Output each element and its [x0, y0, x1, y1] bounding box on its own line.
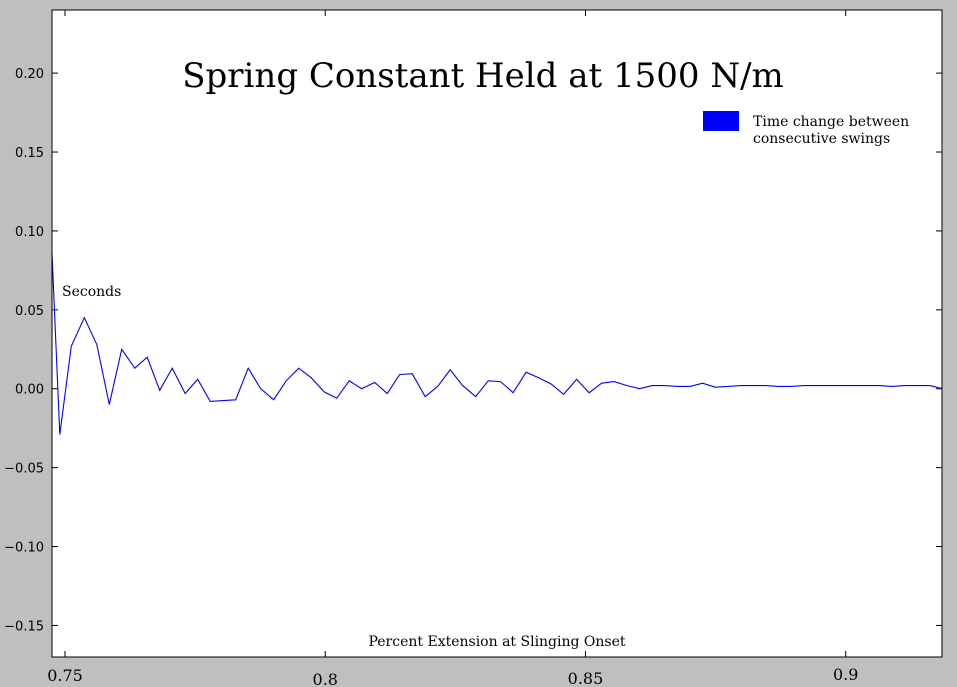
legend-swatch [703, 111, 739, 131]
series-line [52, 252, 942, 435]
y-tick-label: −0.10 [4, 541, 44, 556]
tick-marks [52, 10, 942, 657]
legend-label: Time change between consecutive swings [753, 114, 914, 147]
chart-title: Spring Constant Held at 1500 N/m [182, 56, 784, 96]
x-tick-label: 0.75 [47, 666, 83, 685]
y-tick-label: 0.00 [15, 383, 44, 398]
y-tick-label: −0.05 [4, 462, 44, 477]
y-tick-label: 0.05 [15, 304, 44, 319]
x-tick-labels: 0.75 0.8 0.85 0.9 [47, 665, 858, 687]
plot-area [52, 10, 942, 657]
x-tick-label: 0.8 [313, 670, 338, 687]
y-tick-label: 0.10 [15, 225, 44, 240]
x-tick-label: 0.9 [833, 665, 858, 684]
legend: Time change between consecutive swings [703, 111, 914, 147]
y-axis-label: Seconds [62, 284, 121, 300]
x-axis-label: Percent Extension at Slinging Onset [368, 634, 625, 650]
y-tick-label: 0.20 [15, 67, 44, 82]
x-tick-label: 0.85 [568, 669, 604, 687]
y-tick-label: 0.15 [15, 146, 44, 161]
y-tick-label: −0.15 [4, 619, 44, 634]
plot-frame [51, 9, 943, 658]
y-tick-labels: 0.20 0.15 0.10 0.05 0.00 −0.05 −0.10 −0.15 [4, 67, 44, 634]
